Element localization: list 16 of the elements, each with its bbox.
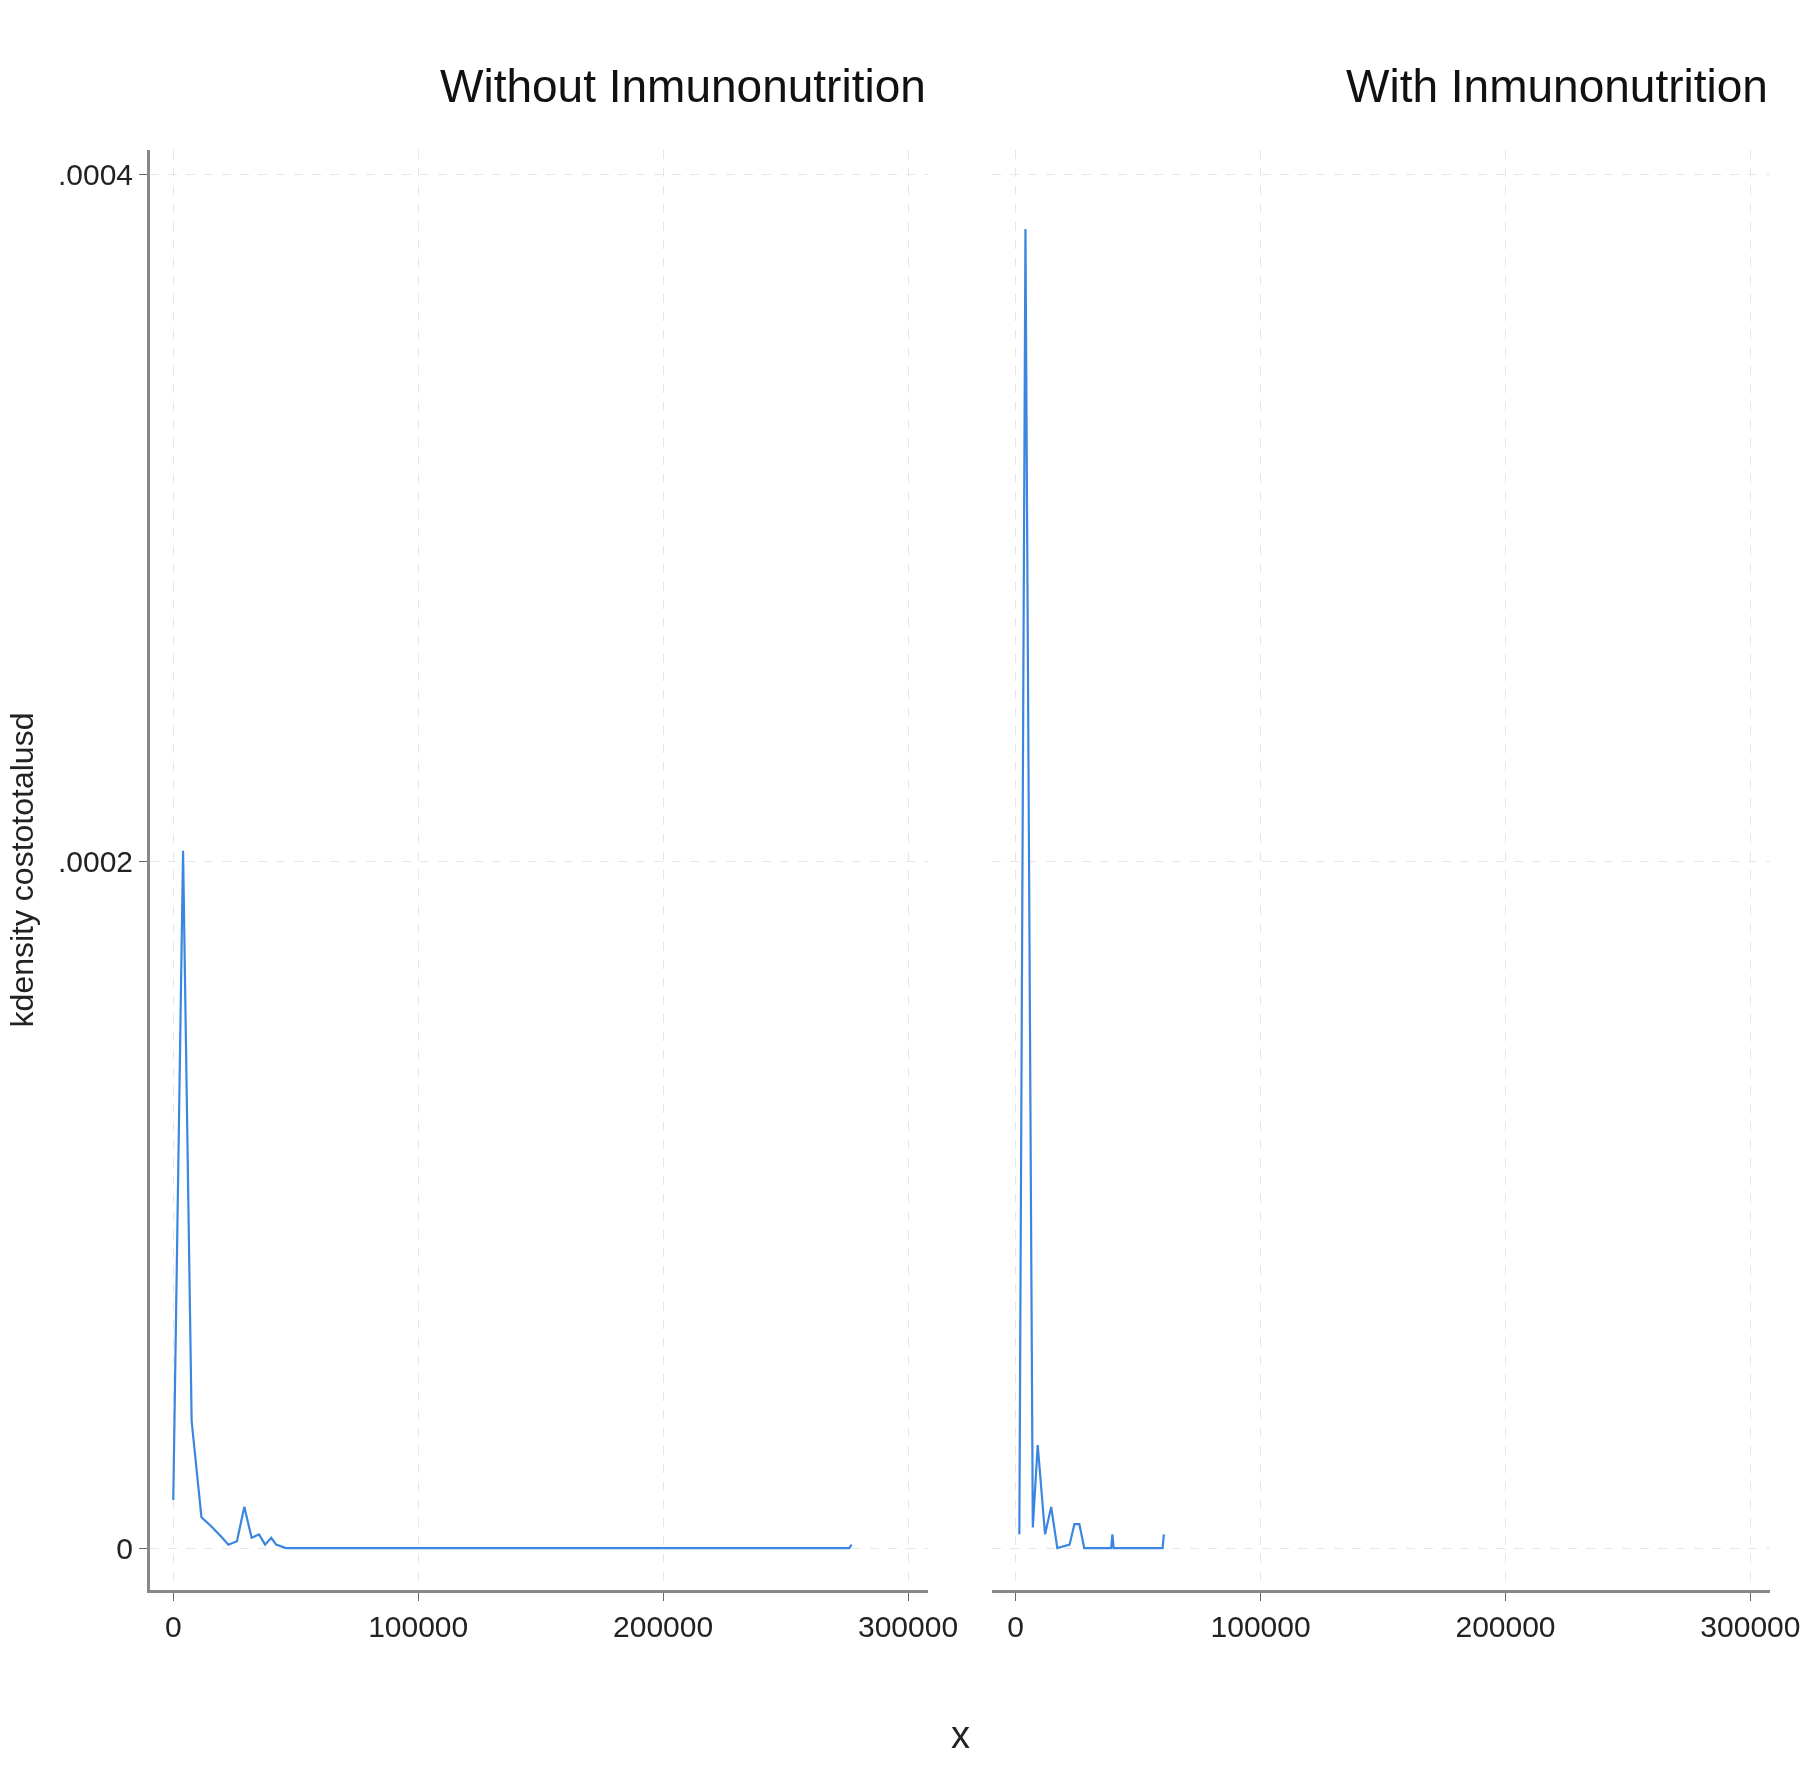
- y-tick-label: .0004: [57, 157, 133, 191]
- y-axis-title: kdensity costototalusd: [4, 712, 41, 1028]
- x-tick-label: 200000: [1455, 1610, 1556, 1643]
- x-tick-label: 300000: [857, 1610, 959, 1643]
- x-tick-label: 100000: [1210, 1610, 1311, 1643]
- x-tick-label: 0: [1007, 1610, 1025, 1643]
- x-tick-label: 300000: [1700, 1610, 1801, 1643]
- x-tick-label: 100000: [368, 1610, 469, 1643]
- chart-title: Without Inmunonutrition: [440, 60, 926, 112]
- x-tick-label: 0: [164, 1610, 182, 1643]
- x-axis-title: x: [951, 1714, 970, 1756]
- x-tick-label: 200000: [613, 1610, 714, 1643]
- y-tick-label: 0: [116, 1531, 133, 1565]
- y-tick-label: .0002: [57, 844, 133, 878]
- line-series: [172, 849, 853, 1550]
- chart-title: With Inmunonutrition: [1346, 60, 1768, 112]
